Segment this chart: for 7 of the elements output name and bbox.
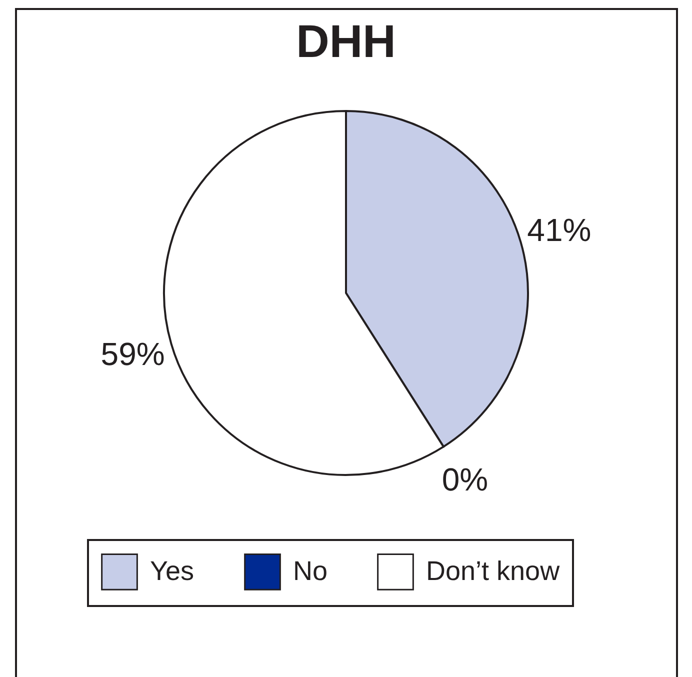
data-label: 59% bbox=[100, 336, 165, 372]
data-label: 41% bbox=[527, 212, 592, 248]
legend-label: No bbox=[293, 556, 328, 586]
legend-label: Yes bbox=[150, 556, 194, 586]
text: 0% bbox=[442, 461, 488, 498]
legend-label: Don’t know bbox=[426, 556, 560, 586]
chart-title: DHH bbox=[296, 15, 396, 67]
